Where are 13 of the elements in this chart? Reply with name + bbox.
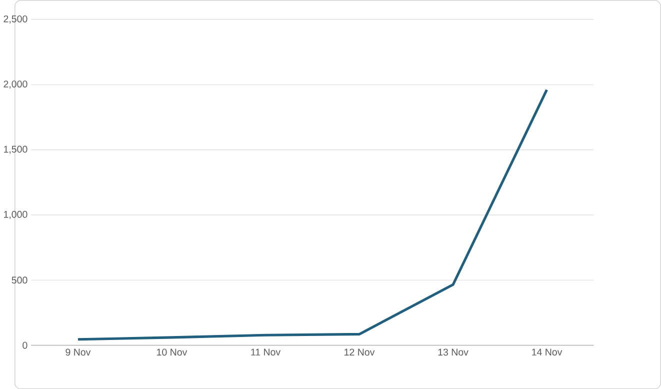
x-tick-label: 10 Nov bbox=[157, 348, 188, 356]
y-tick-label: 1,000 bbox=[4, 210, 28, 219]
y-tick-label: 2,500 bbox=[4, 15, 28, 24]
x-tick-label: 11 Nov bbox=[251, 348, 281, 356]
x-tick-label: 13 Nov bbox=[438, 348, 468, 356]
y-tick-label: 0 bbox=[22, 342, 28, 349]
x-tick-label: 9 Nov bbox=[66, 348, 91, 356]
x-tick-label: 12 Nov bbox=[344, 348, 375, 356]
x-tick-label: 14 Nov bbox=[532, 348, 562, 356]
y-tick-label: 1,500 bbox=[4, 146, 28, 154]
line-series bbox=[76, 88, 548, 341]
y-tick-label: 2,000 bbox=[4, 80, 28, 89]
y-tick-label: 500 bbox=[12, 276, 28, 284]
